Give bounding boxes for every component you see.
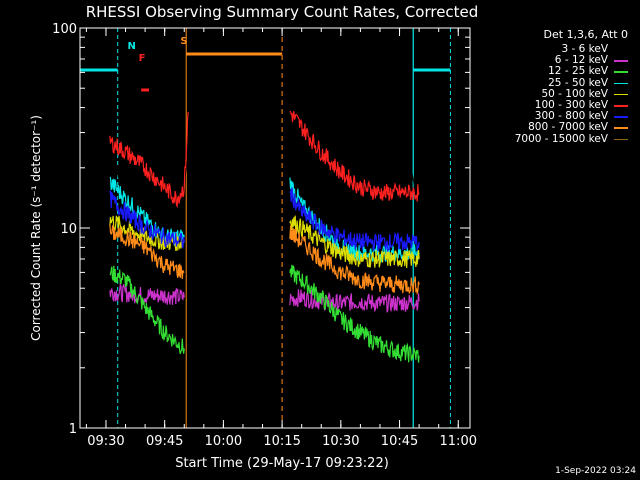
legend-swatch	[614, 105, 628, 107]
legend-swatch	[614, 127, 628, 129]
legend-label: 12 - 25 keV	[548, 65, 608, 78]
legend-label: 800 - 7000 keV	[528, 121, 608, 134]
flag-label-f: F	[139, 53, 146, 64]
series-line-1	[289, 289, 420, 313]
series-line-1	[109, 282, 185, 305]
legend-item: 25 - 50 keV	[480, 77, 630, 89]
x-tick-label: 11:00	[440, 434, 477, 449]
x-tick-label: 10:15	[263, 434, 300, 449]
flag-label-n: N	[127, 41, 135, 52]
legend-title: Det 1,3,6, Att 0	[543, 28, 628, 41]
series-layer	[109, 110, 420, 363]
legend-item: 3 - 6 keV	[480, 43, 630, 55]
legend-label: 100 - 300 keV	[534, 99, 608, 111]
y-tick-label: 1	[69, 422, 77, 437]
legend-label: 3 - 6 keV	[561, 43, 608, 55]
x-tick-label: 10:45	[381, 434, 418, 449]
legend-swatch	[614, 116, 628, 118]
series-line-5	[109, 111, 189, 209]
series-line-0	[109, 157, 189, 187]
legend-item: 12 - 25 keV	[480, 65, 630, 77]
legend-label: 6 - 12 keV	[554, 54, 608, 67]
legend-item: 300 - 800 keV	[480, 110, 630, 122]
series-line-4	[289, 215, 420, 269]
x-tick-label: 10:30	[322, 434, 359, 449]
axes: 09:30 09:45 10:00 10:15 10:30 10:45 11:00 1 10 10…	[52, 22, 477, 449]
legend-label: 300 - 800 keV	[534, 110, 608, 123]
legend-item: 6 - 12 keV	[480, 54, 630, 66]
chart-title: RHESSI Observing Summary Count Rates, Co…	[86, 3, 479, 21]
render-timestamp: 1-Sep-2022 03:24	[555, 466, 636, 476]
y-tick-label: 10	[60, 222, 77, 237]
legend-label: 25 - 50 keV	[548, 76, 608, 89]
y-axis-label: Corrected Count Rate (s⁻¹ detector⁻¹)	[29, 115, 43, 341]
flag-annotations: NF S	[127, 36, 187, 64]
flag-label-s: S	[180, 36, 187, 47]
series-line-7	[109, 224, 185, 280]
legend-item: 7000 - 15000 keV	[480, 133, 630, 145]
x-tick-label: 09:45	[146, 434, 183, 449]
legend-swatch	[614, 138, 628, 141]
series-line-2	[109, 265, 185, 354]
y-tick-label: 100	[52, 22, 77, 37]
legend-item: 100 - 300 keV	[480, 99, 630, 111]
series-line-6	[289, 187, 420, 253]
legend-label: 7000 - 15000 keV	[514, 132, 608, 145]
legend-swatch	[614, 60, 628, 62]
series-line-6	[109, 190, 185, 249]
legend-swatch	[614, 93, 628, 96]
x-tick-label: 10:00	[205, 434, 242, 449]
x-tick-label: 09:30	[87, 434, 124, 449]
legend-item: 800 - 7000 keV	[480, 121, 630, 133]
series-line-5	[289, 110, 420, 202]
legend-swatch	[614, 49, 628, 51]
series-line-7	[289, 225, 420, 296]
legend-swatch	[614, 82, 628, 85]
series-line-2	[289, 264, 420, 363]
x-axis-label: Start Time (29-May-17 09:23:22)	[175, 456, 389, 471]
legend-label: 50 - 100 keV	[541, 87, 608, 100]
legend-item: 50 - 100 keV	[480, 88, 630, 100]
legend-swatch	[614, 71, 628, 73]
